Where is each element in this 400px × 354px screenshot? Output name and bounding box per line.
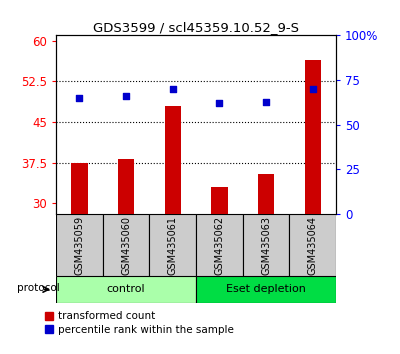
Point (216, 101, 222, 106)
Bar (243, 214, 289, 276)
Text: GSM435060: GSM435060 (121, 216, 131, 275)
Bar (258, 173, 274, 214)
Bar (211, 187, 228, 214)
Text: GSM435064: GSM435064 (308, 216, 318, 275)
Point (123, 93, 129, 99)
Text: protocol: protocol (17, 283, 60, 293)
Point (310, 86, 316, 92)
Text: Eset depletion: Eset depletion (226, 284, 306, 295)
Title: GDS3599 / scl45359.10.52_9-S: GDS3599 / scl45359.10.52_9-S (93, 21, 299, 34)
Bar (71, 163, 88, 214)
Bar (304, 60, 321, 214)
Text: GSM435063: GSM435063 (261, 216, 271, 275)
Bar (118, 159, 134, 214)
Legend: transformed count, percentile rank within the sample: transformed count, percentile rank withi… (45, 312, 234, 335)
Point (76, 95, 82, 101)
Bar (56, 214, 103, 276)
Bar (56, 276, 196, 303)
Bar (103, 214, 149, 276)
Text: GSM435059: GSM435059 (74, 216, 84, 275)
Text: GSM435062: GSM435062 (214, 216, 224, 275)
Text: control: control (107, 284, 145, 295)
Bar (149, 214, 196, 276)
Bar (289, 214, 336, 276)
Text: GSM435061: GSM435061 (168, 216, 178, 275)
Point (170, 86, 176, 92)
Bar (164, 106, 181, 214)
Point (263, 99, 269, 104)
Bar (196, 214, 243, 276)
Bar (196, 276, 336, 303)
